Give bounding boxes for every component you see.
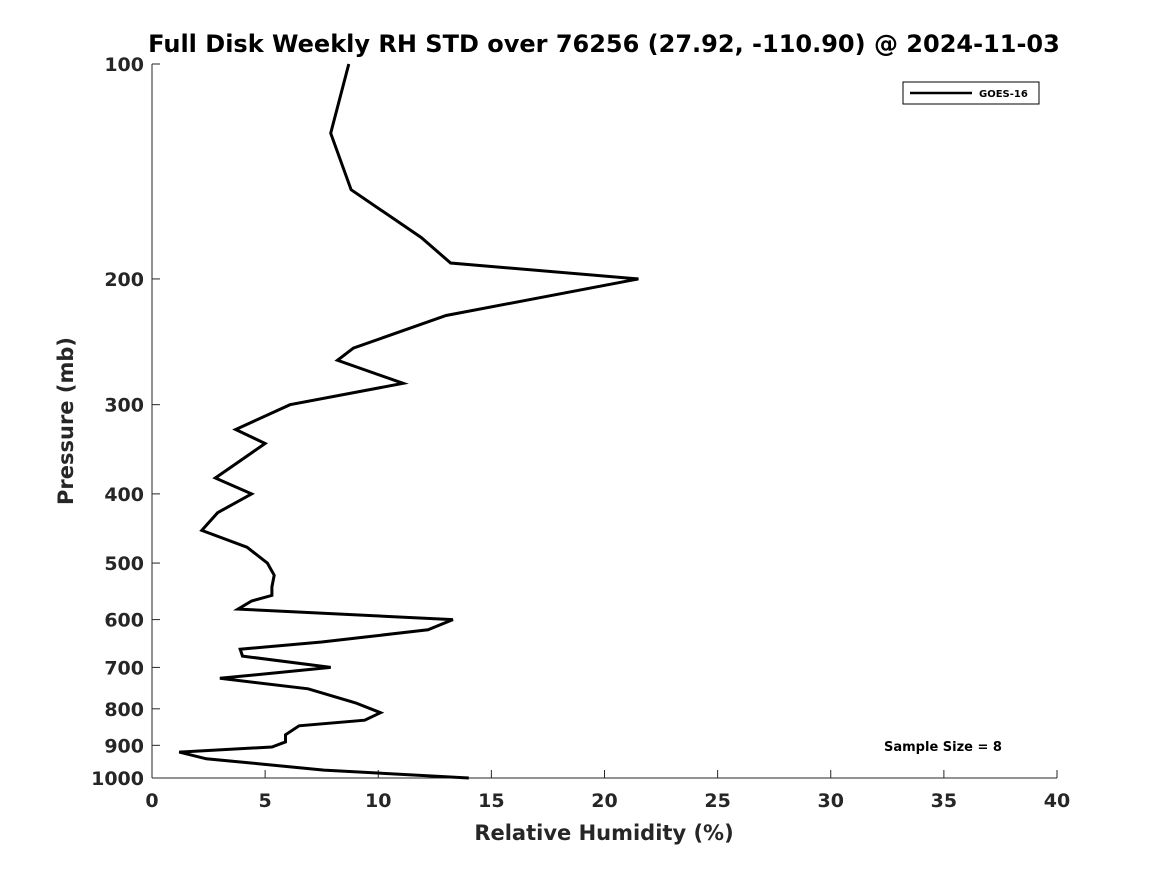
- legend: GOES-16: [902, 81, 1040, 105]
- series-layer: [178, 63, 639, 780]
- y-axis-label: Pressure (mb): [54, 337, 78, 505]
- x-tick-label: 20: [591, 790, 617, 812]
- y-tick-label: 500: [104, 553, 144, 575]
- x-axis-label: Relative Humidity (%): [474, 821, 733, 845]
- y-axis-ticks: 100 200 300 400 500 600 700 800 900 1000: [91, 54, 160, 790]
- x-tick-label: 15: [478, 790, 504, 812]
- y-tick-label: 200: [104, 269, 144, 291]
- x-tick-label: 0: [145, 790, 158, 812]
- x-tick-label: 10: [365, 790, 391, 812]
- y-tick-label: 900: [104, 735, 144, 757]
- y-tick-label: 100: [104, 54, 144, 76]
- x-tick-label: 40: [1044, 790, 1070, 812]
- y-tick-label: 400: [104, 484, 144, 506]
- y-tick-label: 800: [104, 699, 144, 721]
- y-tick-label: 300: [104, 395, 144, 417]
- x-tick-label: 30: [818, 790, 844, 812]
- x-tick-label: 35: [931, 790, 957, 812]
- chart-title: Full Disk Weekly RH STD over 76256 (27.9…: [148, 30, 1060, 58]
- x-tick-label: 25: [704, 790, 730, 812]
- sample-size-annotation: Sample Size = 8: [884, 740, 1002, 755]
- x-axis-ticks: 0 5 10 15 20 25 30 35 40: [145, 770, 1070, 812]
- y-tick-label: 1000: [91, 768, 144, 790]
- y-tick-label: 700: [104, 657, 144, 679]
- legend-label-goes-16: GOES-16: [979, 89, 1028, 100]
- series-line-goes-16: [178, 63, 639, 780]
- y-tick-label: 600: [104, 610, 144, 632]
- x-tick-label: 5: [259, 790, 272, 812]
